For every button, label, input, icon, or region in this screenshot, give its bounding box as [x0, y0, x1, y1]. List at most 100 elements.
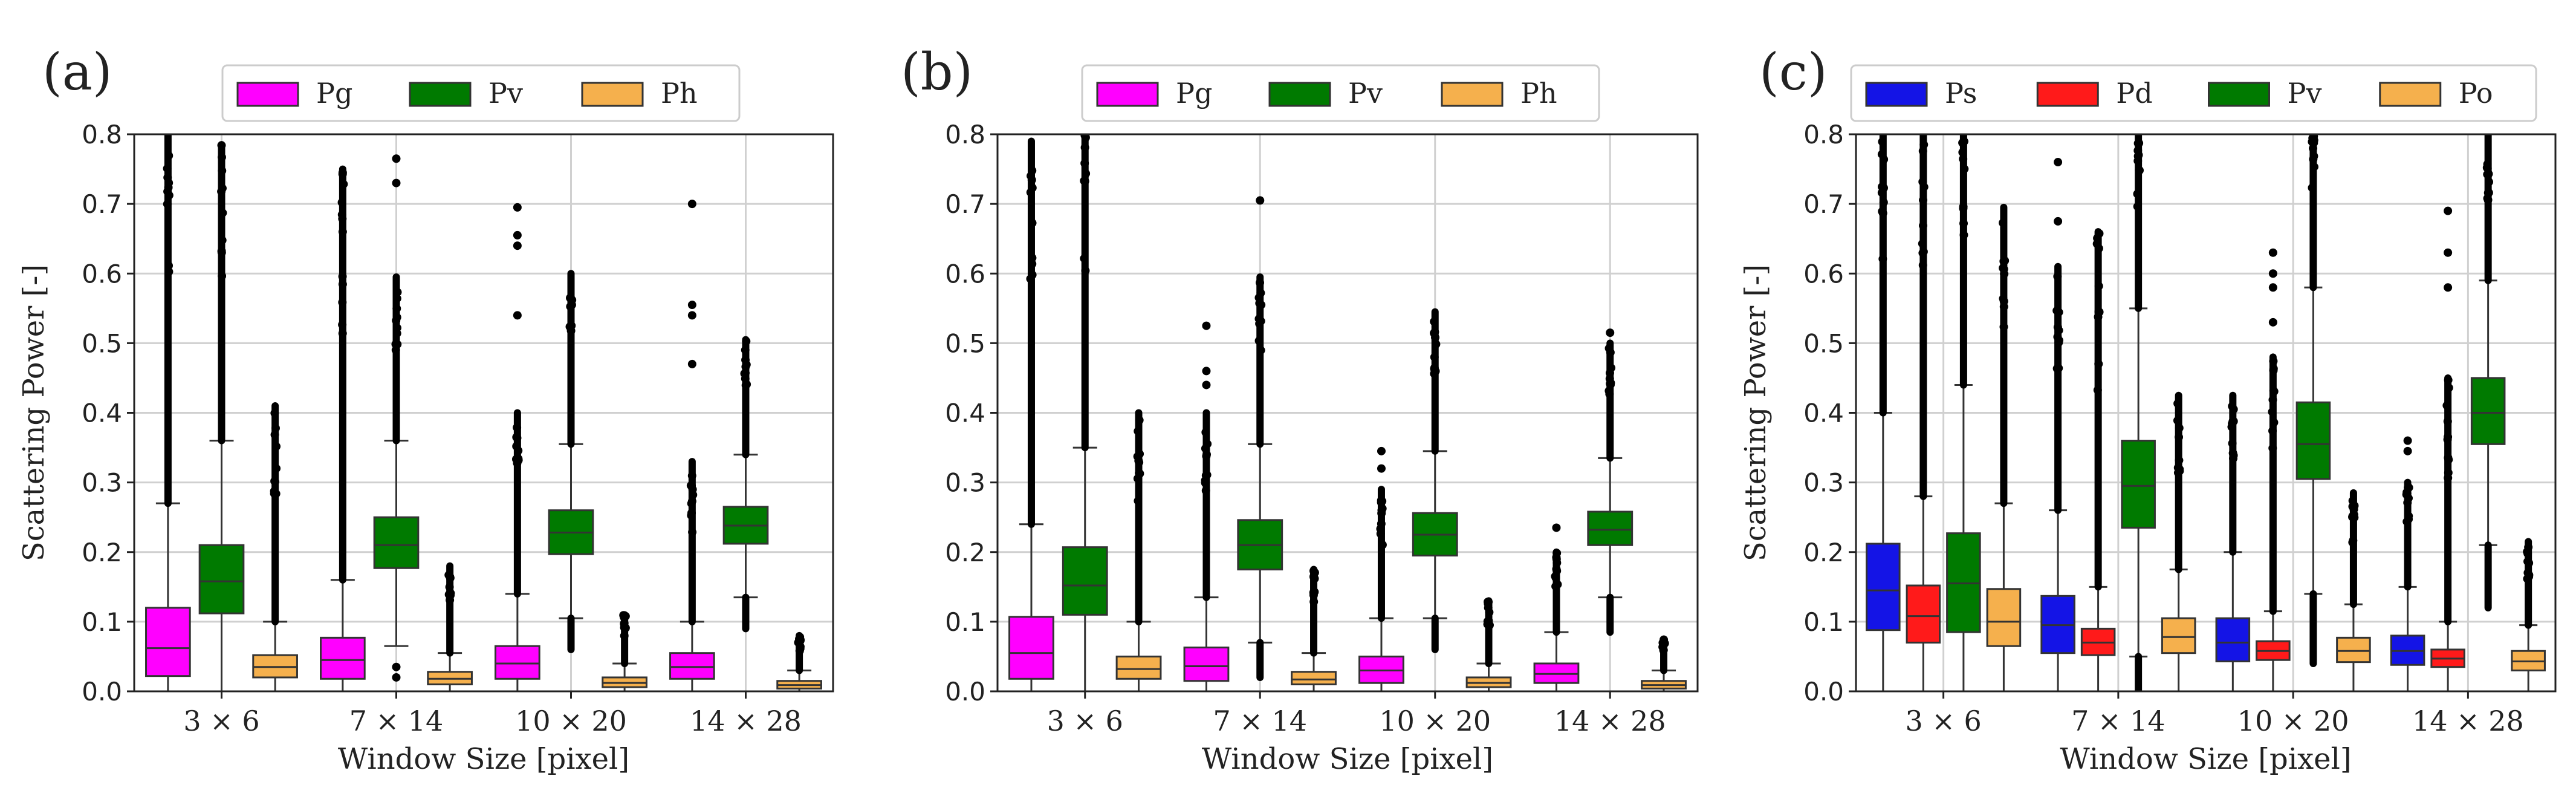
y-tick-label: 0.7 [1803, 189, 1844, 219]
outlier-point [339, 180, 348, 189]
axes-frame [996, 133, 1699, 693]
box-pd-3 [2256, 248, 2291, 691]
x-tick-label: 14 × 28 [1554, 705, 1666, 737]
legend-frame [221, 64, 741, 122]
outlier-point [2485, 177, 2494, 186]
outlier-point [163, 164, 172, 173]
outlier-point [392, 178, 401, 188]
outlier-point [1999, 322, 2008, 331]
outlier-point [1430, 353, 1439, 362]
outlier-point [1202, 367, 1211, 376]
box-pv-1 [1062, 134, 1108, 691]
outlier-point [164, 261, 174, 270]
box-iqr [1291, 671, 1337, 685]
box-iqr [2161, 617, 2196, 654]
y-tick-label: 0.7 [82, 189, 122, 219]
outlier-point [687, 200, 696, 209]
y-tick-label: 0.5 [82, 328, 122, 358]
outlier-point [687, 301, 696, 310]
outlier-point [1604, 386, 1614, 396]
outlier-point [1082, 169, 1091, 178]
legend-label-ps: Ps [1945, 77, 1977, 109]
y-tick-label: 0.1 [945, 607, 985, 637]
box-pg-4 [669, 200, 715, 691]
outlier-point [272, 464, 281, 473]
outlier-point [2350, 501, 2359, 510]
box-iqr [1008, 616, 1054, 680]
outlier-point [513, 241, 522, 250]
x-tick-label: 3 × 6 [183, 705, 259, 737]
legend-label-ph: Ph [661, 77, 698, 109]
outlier-point [1999, 264, 2008, 273]
outlier-point [741, 356, 750, 365]
outlier-point [1918, 261, 1927, 270]
outlier-point [619, 611, 628, 620]
outlier-point [1309, 588, 1318, 597]
outlier-point [218, 208, 227, 217]
outlier-point [1135, 469, 1144, 478]
box-ph-1 [1115, 409, 1162, 691]
outlier-point [1959, 219, 1968, 228]
outlier-point [2444, 376, 2453, 385]
y-tick-label: 0.2 [1803, 538, 1844, 567]
axes-frame [133, 133, 834, 693]
outlier-point [1028, 253, 1037, 263]
y-tick-label: 0.6 [1803, 259, 1844, 289]
box-ps-1 [1866, 134, 1901, 691]
box-po-1 [1986, 203, 2022, 691]
panel-label: (a) [42, 42, 112, 102]
outlier-point [1080, 143, 1089, 152]
outlier-point [393, 288, 402, 297]
outlier-point [1432, 340, 1441, 349]
outlier-point [217, 141, 226, 150]
outlier-point [1877, 188, 1886, 197]
y-tick-label: 0.3 [945, 468, 985, 498]
outlier-point [2444, 383, 2453, 393]
outlier-point [1430, 327, 1439, 336]
outlier-point [687, 359, 696, 368]
outlier-point [1483, 620, 1492, 629]
outlier-point [338, 279, 347, 289]
x-tick-label: 14 × 28 [2412, 705, 2524, 737]
outlier-point [1958, 139, 1967, 148]
legend-frame [1850, 64, 2537, 122]
y-tick-label: 0.0 [82, 677, 122, 706]
y-tick-label: 0.5 [945, 328, 985, 358]
outlier-point [1080, 159, 1089, 168]
outlier-point [446, 596, 455, 605]
outlier-point [1378, 504, 1387, 513]
x-axis-label: Window Size [pixel] [1202, 742, 1493, 776]
box-ph-2 [427, 562, 473, 691]
outlier-point [1201, 444, 1210, 453]
x-tick-label: 7 × 14 [349, 705, 444, 737]
box-pv-4 [722, 336, 769, 633]
legend-label-pv: Pv [1348, 77, 1383, 109]
outlier-point [2228, 439, 2237, 448]
outlier-point [2269, 357, 2278, 366]
outlier-point [2134, 151, 2143, 160]
y-tick-label: 0.4 [1803, 399, 1844, 428]
outlier-point [1201, 428, 1210, 437]
outlier-point [2269, 364, 2278, 373]
outlier-point [217, 248, 226, 257]
outlier-point [392, 316, 401, 325]
box-iqr [320, 636, 366, 680]
legend-label-pv: Pv [488, 77, 523, 109]
outlier-point [1134, 497, 1143, 506]
box-pg-2 [1183, 321, 1230, 691]
y-tick-label: 0.4 [945, 399, 985, 428]
outlier-point [2444, 453, 2453, 462]
box-iqr [373, 516, 420, 569]
legend-label-pd: Pd [2116, 77, 2152, 109]
x-axis-label: Window Size [pixel] [338, 742, 629, 776]
outlier-point [2268, 396, 2277, 405]
outlier-point [687, 481, 696, 491]
outlier-point [1879, 198, 1888, 207]
outlier-point [338, 329, 347, 338]
axes-frame [1855, 133, 2557, 693]
outlier-point [391, 345, 400, 354]
box-pd-1 [1906, 134, 1941, 691]
outlier-point [338, 227, 347, 236]
outlier-point [566, 294, 576, 303]
y-tick-label: 0.6 [945, 259, 985, 289]
